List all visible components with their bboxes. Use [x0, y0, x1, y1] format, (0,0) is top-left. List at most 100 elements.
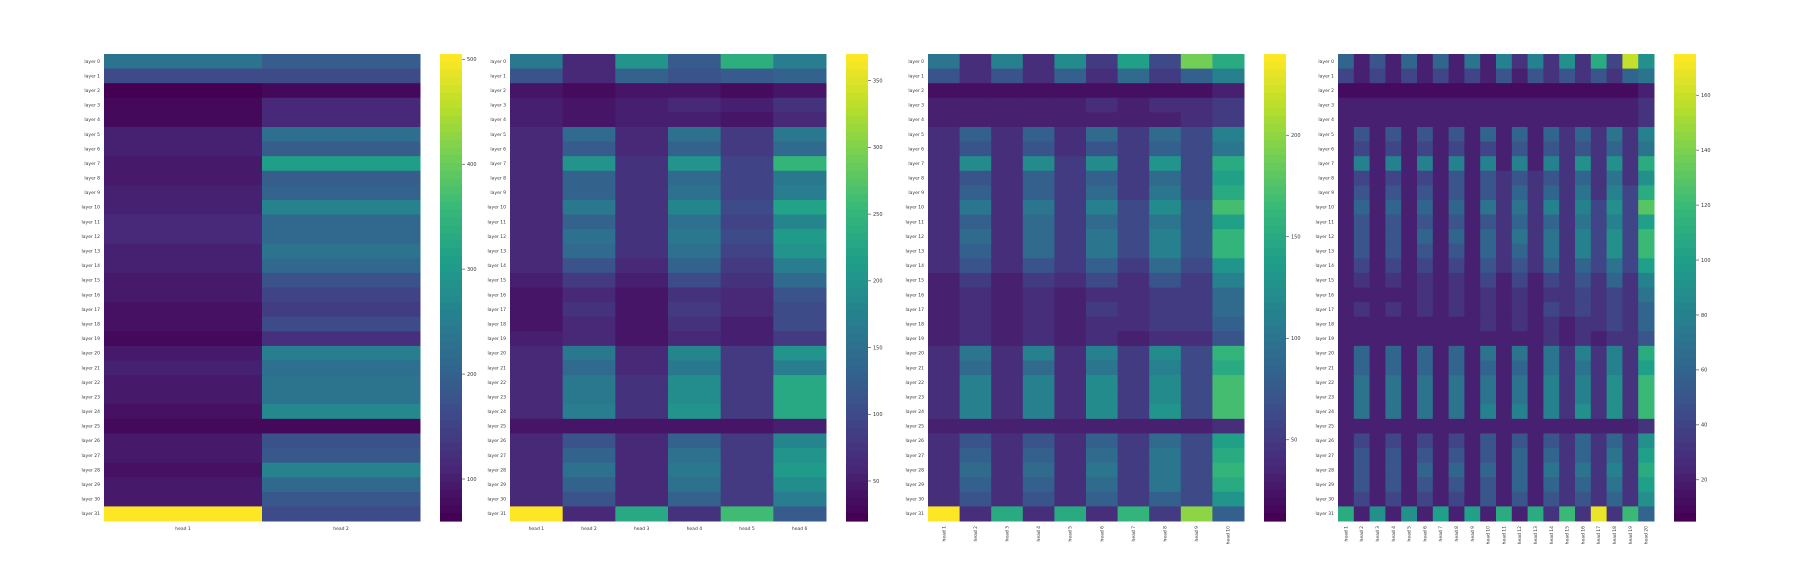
heatmap-cell: [262, 404, 421, 420]
colorbar-segment: [1674, 77, 1696, 86]
heatmap-cell: [1401, 68, 1418, 84]
heatmap-cell: [1212, 389, 1245, 405]
heatmap-cell: [615, 316, 669, 332]
heatmap-cell: [1448, 97, 1465, 113]
heatmap-cell: [1054, 302, 1087, 318]
heatmap-cell: [668, 418, 722, 434]
colorbar-segment: [1264, 233, 1286, 242]
colorbar-segment: [1264, 318, 1286, 328]
x-tick-label: head 3: [634, 526, 650, 532]
heatmap-cell: [991, 229, 1024, 245]
colorbar-segment: [440, 233, 462, 242]
y-tick-label: layer 19: [82, 336, 101, 342]
heatmap-cell: [1575, 83, 1592, 99]
heatmap-cell: [773, 448, 827, 464]
heatmap-cell: [991, 243, 1024, 259]
heatmap-cell: [1117, 112, 1150, 128]
heatmap-cell: [773, 156, 827, 172]
heatmap-cell: [104, 199, 263, 216]
heatmap-cell: [615, 345, 669, 361]
heatmap-cell: [773, 331, 827, 347]
colorbar-segment: [1674, 100, 1696, 110]
heatmap-cell: [1496, 83, 1513, 99]
colorbar-segment: [1264, 155, 1286, 164]
heatmap-cell: [1606, 506, 1623, 522]
colorbar-segment: [1264, 474, 1286, 483]
heatmap-cell: [1432, 477, 1450, 493]
heatmap-cell: [1401, 170, 1418, 186]
heatmap-cell: [1606, 360, 1623, 376]
heatmap-cell: [1417, 506, 1434, 522]
colorbar-segment: [1264, 124, 1286, 133]
heatmap-cell: [959, 287, 992, 303]
heatmap-cell: [1638, 506, 1655, 522]
heatmap-cell: [1149, 170, 1182, 186]
y-tick-label: layer 22: [906, 380, 925, 386]
heatmap-cell: [262, 97, 421, 113]
heatmap-cell: [1606, 345, 1623, 361]
colorbar-segment: [1674, 194, 1696, 203]
heatmap-cell: [1511, 126, 1529, 143]
heatmap-cell: [262, 68, 421, 84]
y-tick-label: layer 11: [1316, 219, 1335, 225]
heatmap-cell: [615, 404, 669, 420]
y-tick-label: layer 12: [1316, 234, 1335, 240]
heatmap-cell: [1401, 345, 1418, 361]
colorbar-segment: [846, 85, 868, 94]
y-tick-label: layer 27: [1316, 453, 1335, 459]
heatmap-cell: [1559, 477, 1576, 493]
heatmap-cell: [1559, 243, 1576, 259]
heatmap-cell: [1149, 418, 1182, 434]
heatmap-cell: [1590, 448, 1608, 464]
heatmap-cell: [1385, 302, 1402, 318]
heatmap-cell: [1369, 345, 1386, 361]
y-tick-label: layer 0: [490, 59, 506, 65]
heatmap-cell: [991, 316, 1024, 332]
heatmap-cell: [1117, 54, 1150, 70]
heatmap-cell: [1022, 68, 1055, 84]
heatmap-cell: [1212, 477, 1245, 493]
heatmap-cell: [1369, 170, 1386, 186]
heatmap-cell: [1527, 433, 1544, 449]
heatmap-cell: [1575, 258, 1592, 274]
y-tick-label: layer 30: [488, 497, 507, 503]
heatmap-cell: [773, 214, 827, 230]
heatmap-cell: [1543, 214, 1560, 230]
colorbar-segment: [1264, 248, 1286, 257]
heatmap-cell: [1432, 272, 1450, 288]
heatmap-cell: [1212, 345, 1245, 361]
heatmap-cell: [562, 156, 616, 172]
colorbar-segment: [1264, 450, 1286, 460]
heatmap-cell: [1212, 433, 1245, 449]
heatmap-cell: [1353, 448, 1371, 464]
heatmap-cell: [1212, 68, 1245, 84]
heatmap-cell: [1575, 156, 1592, 172]
y-tick-label: layer 9: [490, 190, 506, 196]
colorbar-segment: [1674, 155, 1696, 164]
heatmap-cell: [615, 331, 669, 347]
heatmap-cell: [562, 316, 616, 332]
heatmap-cell: [1622, 477, 1639, 493]
colorbar-segment: [1674, 419, 1696, 429]
heatmap-cell: [1432, 331, 1450, 347]
y-tick-label: layer 5: [84, 132, 100, 138]
y-tick-label: layer 31: [1316, 511, 1335, 517]
heatmap-cell: [1575, 448, 1592, 464]
heatmap-cell: [262, 83, 421, 99]
heatmap-cell: [668, 477, 722, 493]
heatmap-cell: [928, 433, 961, 449]
heatmap-cell: [1417, 229, 1434, 245]
heatmap-cell: [1417, 272, 1434, 288]
heatmap-cell: [510, 68, 564, 84]
heatmap-cell: [1180, 491, 1213, 507]
heatmap-cell: [1149, 112, 1182, 128]
colorbar-segment: [846, 450, 868, 460]
heatmap-cell: [1448, 404, 1465, 420]
heatmap-cell: [1464, 83, 1481, 99]
y-tick-label: layer 23: [488, 394, 507, 400]
colorbar-tick-label: 100: [873, 412, 883, 418]
heatmap-cell: [1480, 302, 1497, 318]
y-tick-label: layer 1: [1318, 73, 1334, 79]
heatmap-cell: [615, 477, 669, 493]
heatmap-cell: [1480, 389, 1497, 405]
